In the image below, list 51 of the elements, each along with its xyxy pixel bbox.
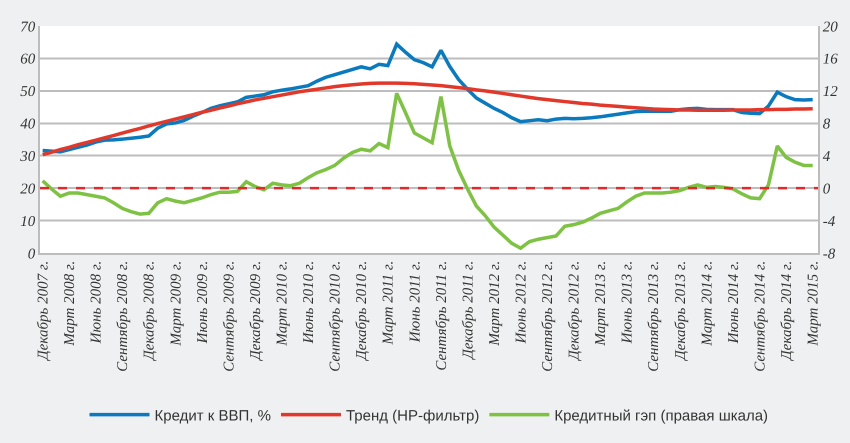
x-tick-label: Декабрь 2009 г. bbox=[248, 260, 264, 362]
x-tick-label: Июнь 2009 г. bbox=[194, 260, 211, 344]
x-tick-label: Сентябрь 2010 г. bbox=[328, 260, 344, 372]
x-tick-label: Сентябрь 2014 г. bbox=[752, 260, 768, 372]
y-tick-label: 20 bbox=[20, 181, 36, 198]
legend-label: Кредитный гэп (правая шкала) bbox=[554, 407, 768, 424]
legend-label: Кредит к ВВП, % bbox=[154, 407, 271, 424]
x-tick-label: Июнь 2008 г. bbox=[88, 260, 105, 344]
legend-label: Тренд (HP-фильтр) bbox=[346, 407, 480, 424]
x-tick-label: Март 2013 г. bbox=[593, 260, 610, 347]
y-tick-label: 40 bbox=[20, 116, 36, 133]
x-tick-label: Сентябрь 2011 г. bbox=[434, 260, 450, 371]
x-tick-label: Июнь 2014 г. bbox=[726, 260, 742, 344]
x-tick-label: Март 2008 г. bbox=[62, 260, 78, 347]
x-tick-label: Сентябрь 2013 г. bbox=[646, 260, 662, 372]
x-tick-label: Декабрь 2007 г. bbox=[36, 260, 52, 362]
y-tick-label: 70 bbox=[20, 19, 36, 36]
x-tick-label: Июнь 2011 г. bbox=[407, 260, 424, 344]
line-series bbox=[40, 81, 814, 156]
x-tick-label: Декабрь 2010 г. bbox=[354, 260, 370, 362]
x-tick-label: Июнь 2013 г. bbox=[620, 260, 636, 344]
x-tick-label: Март 2011 г. bbox=[380, 260, 397, 346]
x-tick-label: Июнь 2010 г. bbox=[301, 260, 318, 344]
y2-tick-label: 0 bbox=[822, 181, 831, 198]
y2-tick-label: 12 bbox=[822, 84, 838, 100]
x-tick-label: Март 2014 г. bbox=[699, 260, 716, 347]
y2-tick-label: 8 bbox=[822, 116, 831, 133]
x-tick-label: Март 2015 г. bbox=[806, 260, 822, 347]
line-series bbox=[40, 92, 814, 250]
x-tick-label: Декабрь 2012 г. bbox=[566, 260, 583, 362]
y2-tick-label: 4 bbox=[822, 148, 831, 165]
y-tick-label: 30 bbox=[19, 148, 36, 165]
y2-tick-label: -4 bbox=[822, 214, 836, 230]
y-tick-label: 50 bbox=[20, 84, 36, 100]
x-tick-label: Сентябрь 2012 г. bbox=[540, 260, 556, 372]
x-tick-label: Сентябрь 2009 г. bbox=[221, 260, 238, 372]
x-tick-label: Сентябрь 2008 г. bbox=[115, 260, 132, 372]
x-tick-label: Март 2012 г. bbox=[486, 260, 503, 347]
y-tick-label: 0 bbox=[28, 246, 36, 262]
y2-tick-label: 16 bbox=[822, 52, 838, 68]
x-tick-label: Декабрь 2008 г. bbox=[142, 260, 158, 362]
x-tick-label: Март 2010 г. bbox=[274, 260, 291, 347]
y2-tick-label: -8 bbox=[822, 246, 836, 262]
y-tick-label: 10 bbox=[20, 214, 36, 230]
x-tick-label: Декабрь 2011 г. bbox=[460, 260, 476, 361]
y-tick-label: 60 bbox=[20, 52, 36, 68]
x-tick-label: Июнь 2012 г. bbox=[513, 260, 530, 344]
x-tick-label: Декабрь 2014 г. bbox=[779, 260, 796, 362]
y2-tick-label: 20 bbox=[822, 19, 838, 36]
x-tick-label: Декабрь 2013 г. bbox=[672, 260, 689, 362]
x-tick-label: Март 2009 г. bbox=[168, 260, 184, 347]
